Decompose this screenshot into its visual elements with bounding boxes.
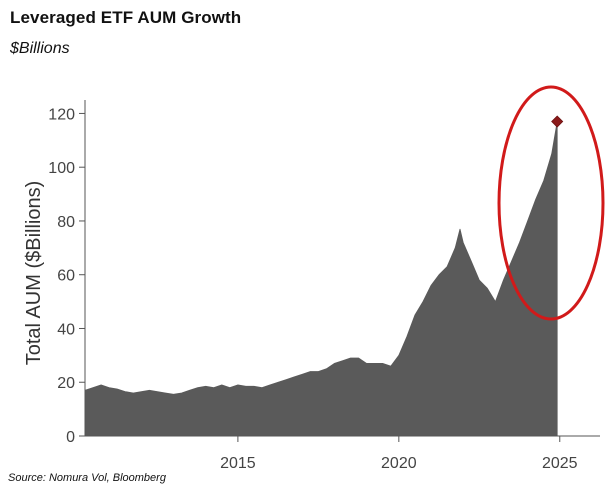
y-tick-label: 100 <box>48 160 75 177</box>
y-tick-label: 120 <box>48 106 75 123</box>
x-tick-label: 2015 <box>220 455 256 472</box>
y-tick-label: 0 <box>66 429 75 446</box>
highlight-group <box>497 85 605 321</box>
ticks-group: 0 20 40 60 80 100 120 2015 2020 2025 <box>48 106 577 472</box>
chart-subtitle: $Billions <box>10 40 70 57</box>
marker-group <box>551 115 564 128</box>
latest-value-marker <box>551 115 564 128</box>
y-tick-label: 60 <box>57 268 75 285</box>
chart-title: Leveraged ETF AUM Growth <box>10 8 242 27</box>
axes-group <box>84 100 600 437</box>
y-axis-title-group: Total AUM ($Billions) <box>23 181 45 366</box>
y-tick-label: 20 <box>57 375 75 392</box>
aum-area-series <box>84 121 558 437</box>
x-tick-label: 2020 <box>381 455 417 472</box>
y-tick-label: 40 <box>57 321 75 338</box>
y-tick-label: 80 <box>57 214 75 231</box>
area-group <box>84 121 558 437</box>
highlight-ellipse <box>497 85 605 321</box>
y-axis-title: Total AUM ($Billions) <box>23 181 45 366</box>
x-tick-label: 2025 <box>542 455 578 472</box>
source-note: Source: Nomura Vol, Bloomberg <box>8 472 166 484</box>
